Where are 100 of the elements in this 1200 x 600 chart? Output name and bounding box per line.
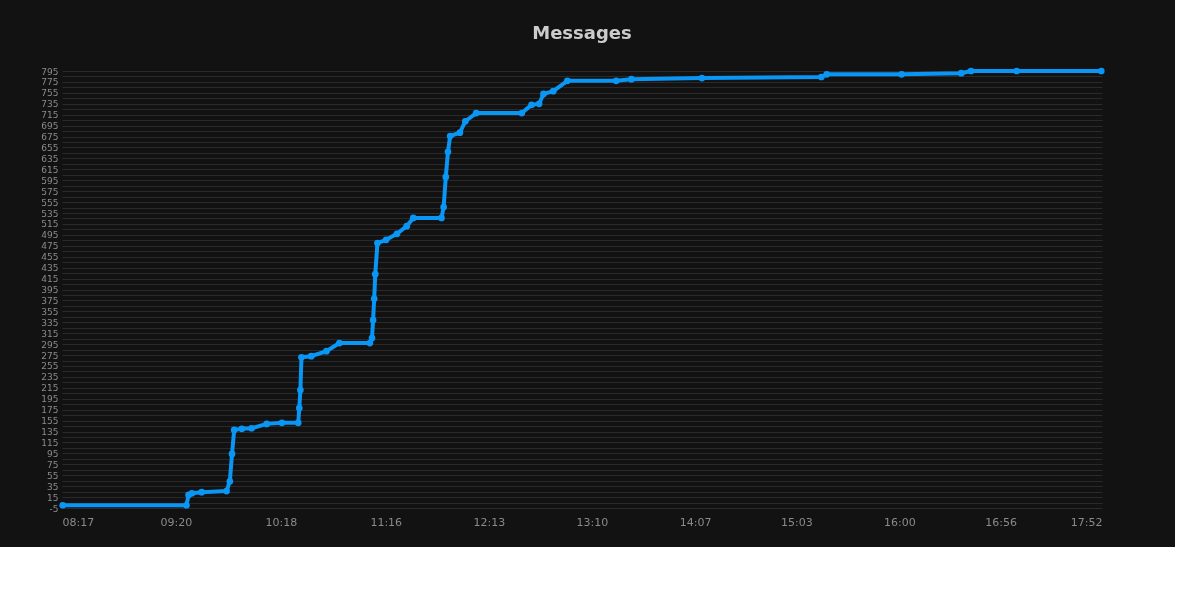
point — [823, 70, 831, 78]
y-tick-label: 555 — [41, 197, 59, 208]
point — [198, 488, 205, 496]
point — [461, 117, 469, 125]
y-tick-label: 595 — [41, 175, 59, 186]
point — [183, 501, 190, 509]
point — [238, 425, 246, 433]
y-tick-label: 135 — [41, 427, 59, 438]
y-tick-label: 295 — [41, 339, 59, 350]
point — [1097, 67, 1105, 75]
point — [226, 477, 234, 485]
x-tick-label: 16:00 — [884, 515, 916, 529]
point — [440, 203, 447, 211]
y-tick-label: 775 — [41, 77, 59, 88]
point — [957, 69, 965, 77]
point — [297, 386, 304, 394]
point — [374, 239, 381, 247]
y-tick-label: 675 — [41, 132, 59, 143]
y-tick-label: 315 — [41, 328, 59, 339]
point — [369, 316, 377, 324]
x-tick-label: 12:13 — [473, 515, 506, 529]
x-tick-label: 11:16 — [370, 515, 403, 529]
point — [540, 90, 547, 98]
y-tick-label: 15 — [47, 492, 59, 503]
point — [307, 352, 315, 360]
point — [817, 73, 825, 81]
point — [228, 450, 236, 458]
y-tick-label: 55 — [47, 470, 59, 481]
y-tick-label: 515 — [41, 219, 59, 230]
y-tick-label: 235 — [41, 372, 59, 383]
point — [898, 70, 905, 78]
y-tick-label: 255 — [41, 361, 59, 372]
point — [528, 101, 535, 109]
y-tick-label: 455 — [41, 252, 59, 263]
y-tick-label: 195 — [41, 394, 59, 405]
point — [323, 347, 330, 355]
y-tick-label: 475 — [41, 241, 59, 252]
point — [698, 74, 706, 82]
point — [564, 77, 571, 85]
y-tick-label: 375 — [41, 295, 59, 306]
y-tick-label: 615 — [41, 164, 59, 175]
point — [446, 132, 454, 140]
point — [444, 148, 452, 156]
point — [442, 173, 450, 181]
x-tick-label: 17:52 — [1070, 515, 1103, 529]
y-tick-label: 795 — [41, 66, 59, 77]
y-tick-label: 395 — [41, 285, 59, 295]
point — [382, 236, 390, 244]
point — [223, 487, 230, 495]
point — [371, 270, 379, 278]
chart-title: Messages — [532, 22, 632, 43]
y-tick-label: 115 — [41, 437, 59, 448]
point — [59, 501, 67, 509]
point — [336, 339, 343, 347]
x-tick-label: 09:20 — [160, 515, 193, 529]
x-tick-label: 15:03 — [780, 515, 813, 529]
point — [393, 230, 401, 238]
point — [278, 419, 286, 427]
point — [188, 489, 196, 497]
y-tick-label: 415 — [41, 274, 59, 285]
y-tick-label: 635 — [41, 153, 59, 164]
point — [628, 75, 635, 83]
y-tick-label: 355 — [41, 306, 59, 317]
y-tick-label: 155 — [41, 416, 59, 427]
point — [535, 100, 543, 108]
point — [472, 109, 480, 117]
point — [456, 129, 464, 137]
point — [612, 77, 620, 85]
y-tick-label: 35 — [47, 481, 59, 492]
x-tick-label: 16:56 — [985, 515, 1018, 529]
x-tick-label: 08:17 — [62, 515, 95, 529]
point — [549, 87, 557, 95]
y-tick-label: 215 — [41, 383, 59, 394]
point — [295, 404, 303, 412]
point — [409, 214, 417, 222]
x-tick-label: 13:10 — [576, 515, 609, 529]
y-tick-label: -5 — [49, 503, 59, 514]
y-tick-label: 755 — [41, 88, 59, 99]
point — [1013, 67, 1020, 75]
y-tick-label: 335 — [41, 317, 59, 328]
y-tick-label: 575 — [41, 186, 59, 197]
y-tick-label: 715 — [41, 110, 59, 121]
y-tick-label: 435 — [41, 263, 59, 274]
point — [263, 420, 271, 428]
point — [518, 109, 526, 117]
point — [403, 222, 411, 230]
y-tick-label: 495 — [41, 230, 59, 241]
point — [438, 214, 445, 222]
y-tick-label: 695 — [41, 121, 59, 132]
y-tick-label: 535 — [41, 208, 59, 219]
point — [967, 67, 975, 75]
point — [248, 424, 255, 432]
y-tick-label: 735 — [41, 99, 59, 110]
x-tick-label: 10:18 — [265, 515, 298, 529]
y-tick-label: 275 — [41, 350, 59, 361]
point — [230, 426, 238, 434]
y-tick-label: 655 — [41, 142, 59, 153]
point — [370, 295, 378, 303]
point — [294, 419, 302, 427]
x-tick-label: 14:07 — [679, 515, 712, 529]
